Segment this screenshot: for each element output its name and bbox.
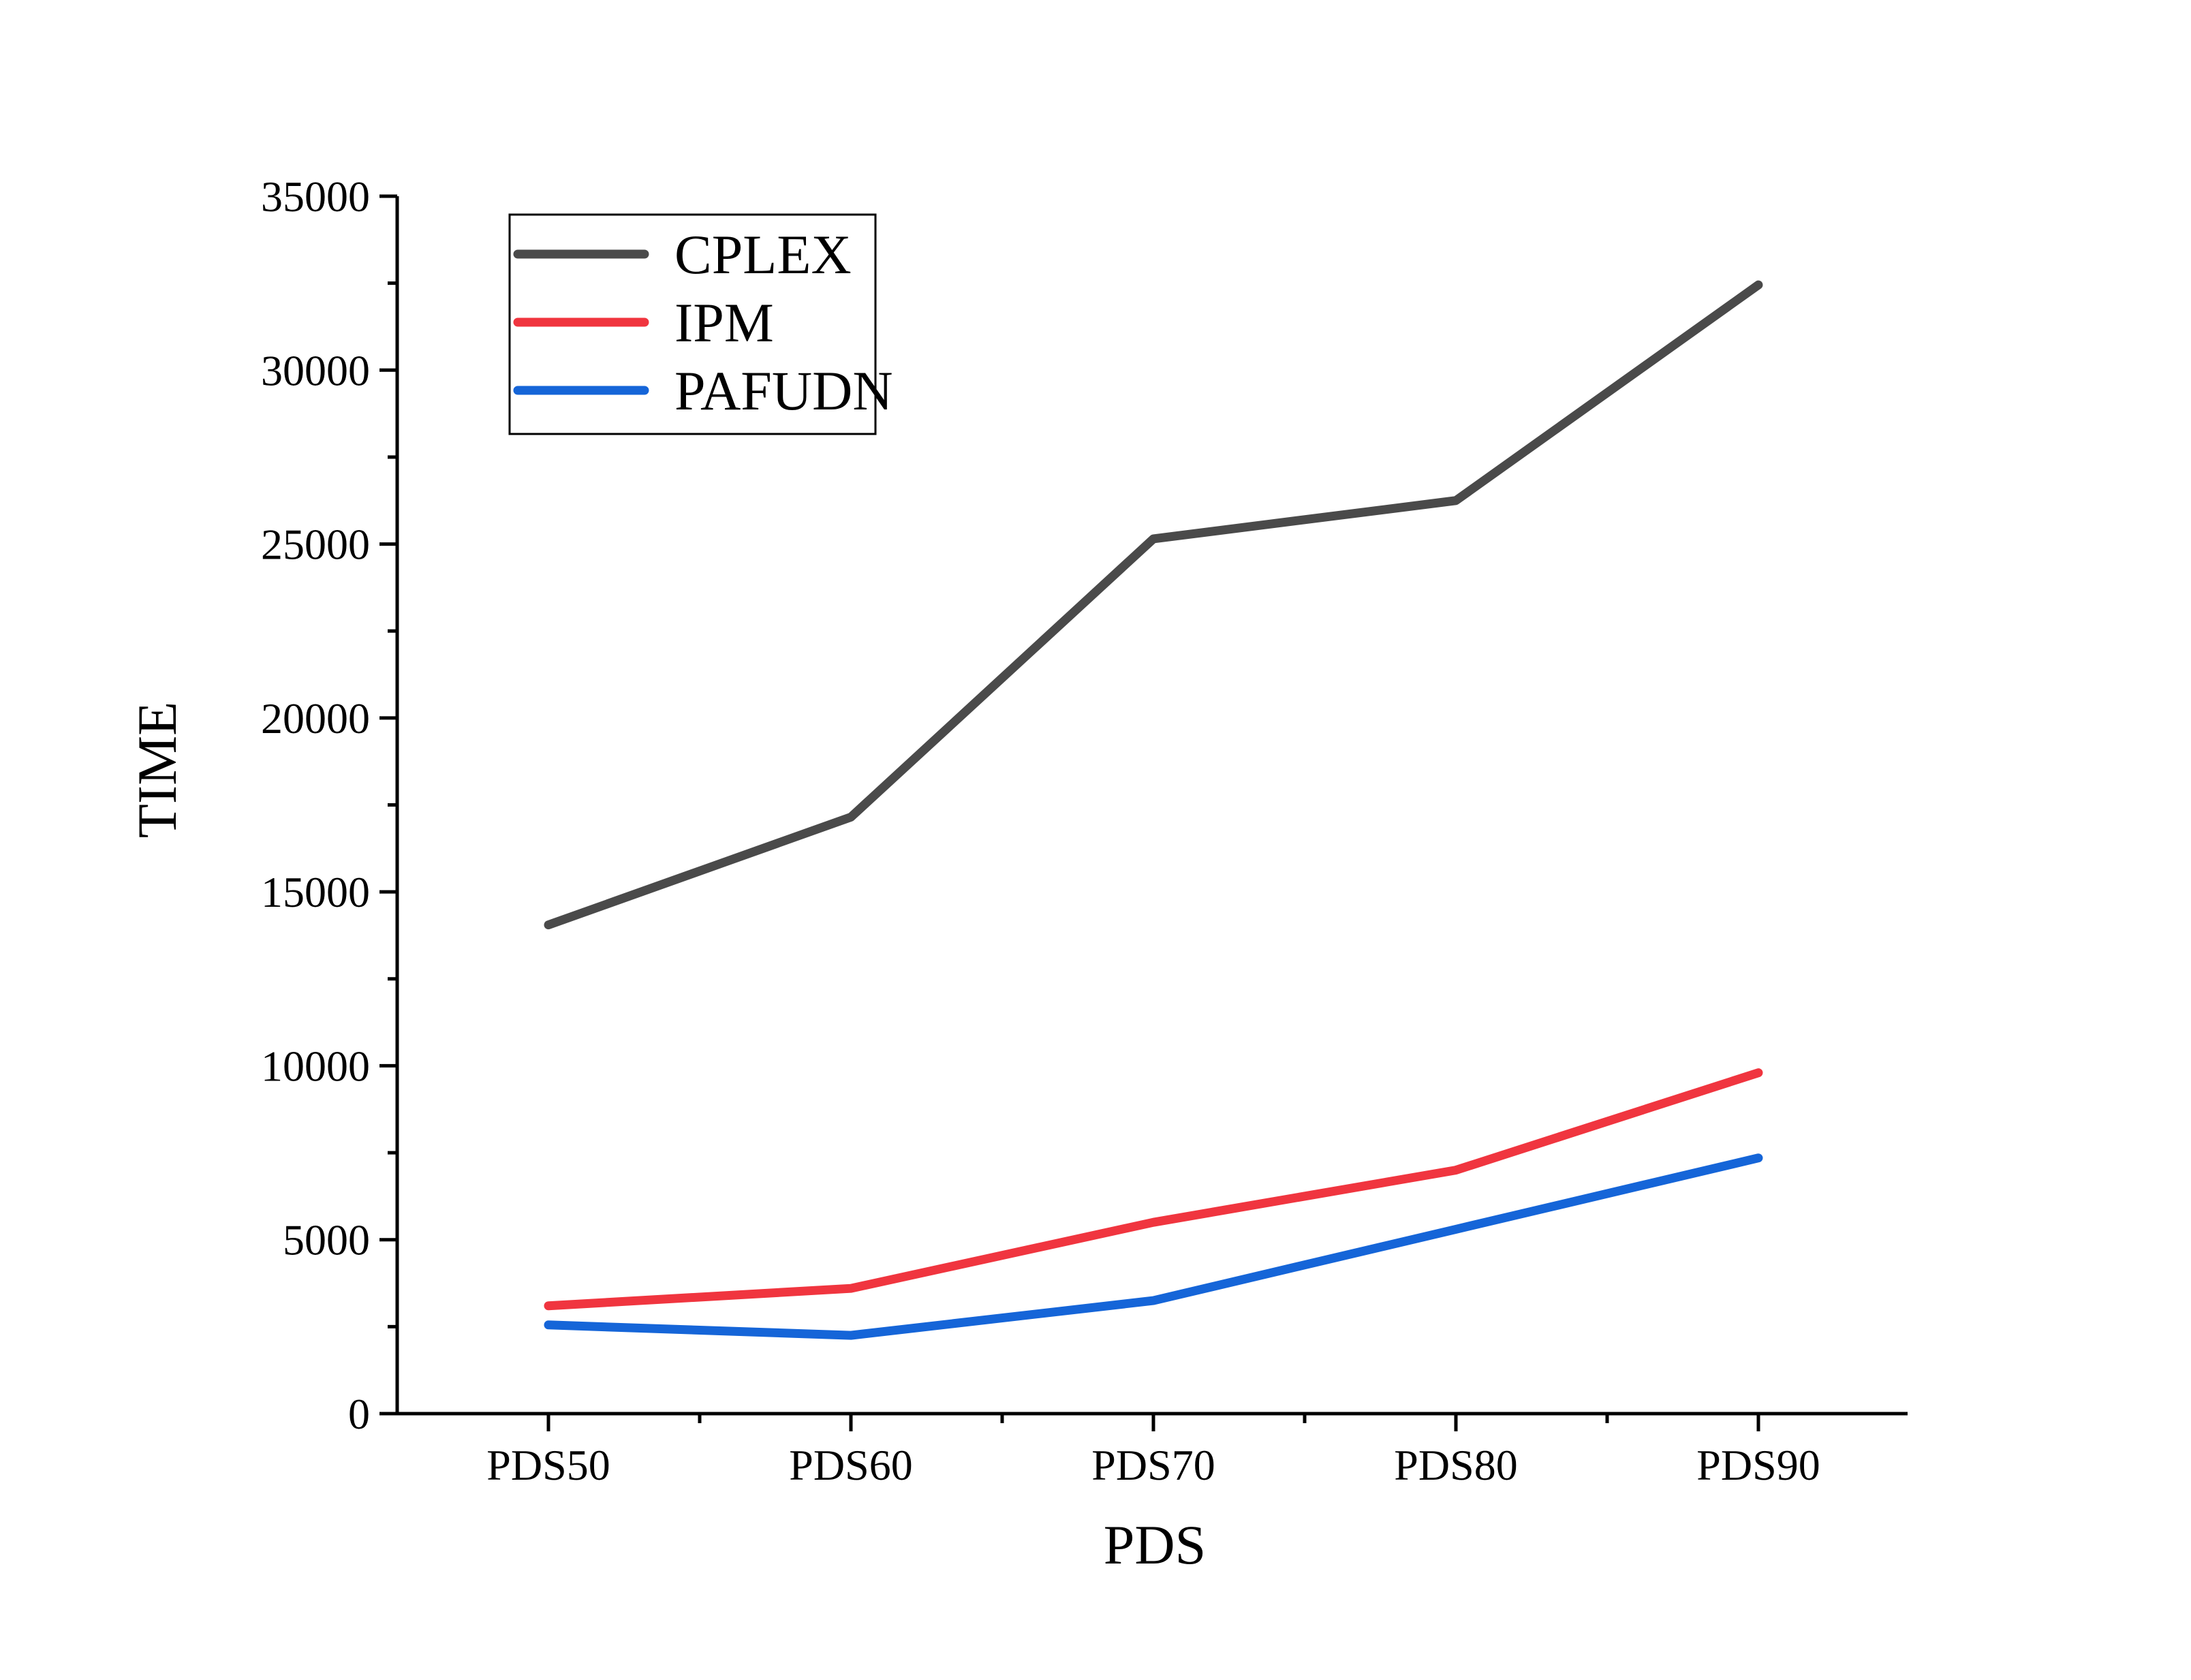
legend-item: IPM: [513, 292, 774, 354]
legend-label: IPM: [674, 292, 774, 354]
data-point: [1153, 1222, 1154, 1224]
data-point: [850, 1288, 852, 1290]
y-tick-label: 10000: [261, 1042, 370, 1090]
y-tick-label: 35000: [261, 172, 370, 221]
series-cplex: [544, 280, 1763, 930]
y-tick-label: 25000: [261, 520, 370, 569]
data-point: [1455, 1169, 1457, 1171]
x-tick-label: PDS70: [1091, 1441, 1215, 1489]
axes: 0 5000 10000 15000 20000 25000 30000 35000 PDS50…: [261, 172, 1908, 1489]
data-point: [1153, 1300, 1154, 1302]
data-point: [850, 816, 852, 818]
y-tick-label: 30000: [261, 346, 370, 394]
data-point: [1455, 1228, 1457, 1230]
x-tick-label: PDS80: [1394, 1441, 1517, 1489]
data-point: [548, 1324, 549, 1326]
series-pafudn: [544, 1153, 1763, 1340]
series-line: [544, 1153, 1763, 1340]
data-point: [1758, 1157, 1759, 1159]
x-tick-label: PDS60: [789, 1441, 912, 1489]
x-axis-title: PDS: [1104, 1514, 1206, 1576]
y-tick-label: 15000: [261, 868, 370, 916]
data-point: [1758, 284, 1759, 286]
data-point: [1758, 1072, 1759, 1074]
y-tick-label: 20000: [261, 694, 370, 743]
data-point: [850, 1335, 852, 1337]
y-axis-title: TIME: [126, 702, 188, 838]
x-tick-label: PDS90: [1696, 1441, 1820, 1489]
y-tick-label: 0: [348, 1390, 370, 1438]
series-lines: [544, 280, 1763, 1340]
data-point: [1455, 499, 1457, 501]
y-tick-label: 5000: [283, 1216, 370, 1264]
series-ipm: [544, 1068, 1763, 1311]
data-point: [548, 1305, 549, 1307]
data-point: [1153, 538, 1154, 540]
legend-label: PAFUDN: [674, 360, 893, 422]
data-point: [548, 924, 549, 926]
series-line: [544, 1068, 1763, 1311]
x-tick-label: PDS50: [486, 1441, 610, 1489]
legend-label: CPLEX: [674, 223, 852, 285]
legend-item: PAFUDN: [513, 360, 893, 422]
legend-item: CPLEX: [513, 223, 852, 285]
